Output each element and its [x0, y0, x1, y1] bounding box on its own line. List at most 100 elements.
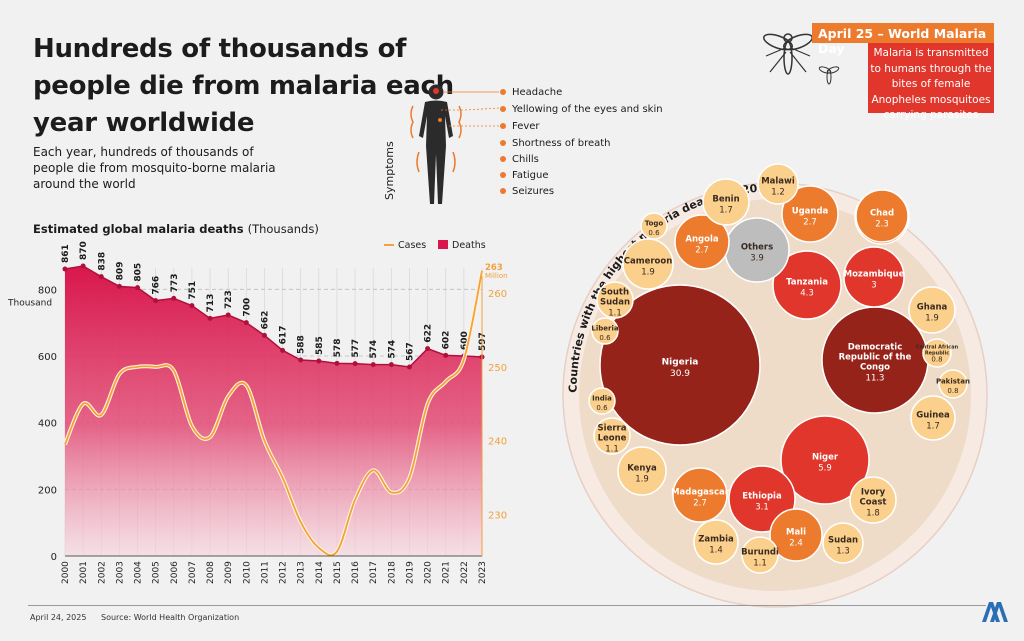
bubble-value-sierra-leone: 1.1: [605, 445, 619, 455]
y-tick-label: 600: [38, 352, 57, 363]
deaths-data-label: 751: [188, 281, 198, 300]
bubble-name-south-sudan: Sudan: [600, 298, 630, 308]
bubble-central-african-republic: [922, 338, 952, 368]
symptom-headache: Headache: [500, 87, 562, 98]
bubble-name-sudan: Sudan: [828, 536, 858, 546]
x-tick-label: 2012: [279, 561, 289, 584]
footer: April 24, 2025 Source: World Health Orga…: [30, 613, 251, 622]
y2-tick-label: 230: [488, 511, 507, 522]
bubble-name-nigeria: Nigeria: [662, 358, 699, 368]
x-tick-label: 2008: [206, 561, 216, 584]
bubble-value-niger: 5.9: [818, 464, 832, 474]
bubble-value-malawi: 1.2: [771, 188, 785, 198]
deaths-data-label: 588: [297, 335, 307, 354]
y2-tick-label: 250: [488, 363, 507, 374]
deaths-point: [406, 364, 412, 370]
bubble-malawi: [757, 163, 799, 205]
bubble-value-others: 3.9: [750, 254, 764, 264]
bubble-value-chad: 2.3: [875, 220, 889, 230]
deaths-data-label: 838: [97, 252, 107, 271]
page-subtitle: Each year, hundreds of thousands of peop…: [33, 145, 276, 191]
bubble-value-ivory-coast: 1.8: [866, 509, 880, 519]
bubble-sierra-leone: [593, 417, 631, 455]
deaths-data-label: 622: [424, 324, 434, 343]
bubble-name-democratic-republic-of-the-congo: Democratic: [848, 343, 903, 353]
bubble-value-uganda: 2.7: [803, 218, 817, 228]
bubble-mozambique: [843, 246, 905, 308]
deaths-point: [225, 312, 231, 318]
bubble-value-kenya: 1.9: [635, 475, 649, 485]
deaths-point: [370, 362, 376, 368]
deaths-data-label: 766: [152, 276, 162, 295]
bubble-value-togo: 0.6: [648, 229, 660, 237]
x-tick-label: 2002: [97, 561, 107, 584]
deaths-point: [189, 303, 195, 309]
bubble-guinea: [910, 395, 956, 441]
deaths-data-label: 578: [333, 339, 343, 358]
deaths-cases-chart: 861 870 838 809 805 766 773 751 713 723 700 662 617 5…: [7, 240, 508, 584]
bubble-value-cameroon: 1.9: [641, 268, 655, 278]
bubble-angola: [674, 214, 730, 270]
bubble-name-uganda: Uganda: [792, 207, 829, 217]
bubble-sudan: [822, 522, 864, 564]
bubble-name-liberia: Liberia: [591, 325, 618, 333]
bubble-name-central-african-republic: Republic: [925, 350, 949, 356]
x-tick-label: 2022: [460, 561, 470, 584]
bubble-value-ethiopia: 3.1: [755, 503, 769, 513]
deaths-data-label: 805: [134, 263, 144, 282]
deaths-point: [280, 347, 286, 353]
cases-end-label: 263: [485, 263, 503, 273]
malaria-info-text: Malaria is transmitted to humans through…: [870, 47, 992, 121]
bubble-value-liberia: 0.6: [599, 334, 611, 342]
x-tick-label: 2013: [297, 561, 307, 584]
bubble-name-togo: Togo: [645, 220, 664, 228]
deaths-point: [62, 266, 68, 272]
bubble-name-guinea: Guinea: [916, 411, 950, 421]
x-tick-label: 2006: [170, 561, 180, 584]
bubble-india: [588, 387, 616, 415]
deaths-data-label: 602: [442, 331, 452, 350]
bubble-ivory-coast: [849, 476, 897, 524]
bubble-value-sudan: 1.3: [836, 547, 850, 557]
bubble-south-sudan: [596, 281, 634, 319]
bubble-name-sierra-leone: Leone: [598, 434, 627, 444]
deaths-point: [135, 285, 141, 291]
x-tick-label: 2015: [333, 561, 343, 584]
x-tick-label: 2021: [442, 561, 452, 584]
y-unit-label: Thousand: [7, 298, 52, 308]
deaths-point: [388, 362, 394, 368]
bubble-name-chad: Chad: [870, 209, 894, 219]
deaths-point: [171, 295, 177, 301]
x-tick-label: 2018: [387, 561, 397, 584]
bubble-name-ivory-coast: Ivory: [861, 488, 886, 498]
bubble-name-india: India: [592, 395, 612, 403]
x-tick-label: 2001: [79, 561, 89, 584]
deaths-point: [261, 332, 267, 338]
bubble-name-burundi: Burundi: [741, 548, 779, 558]
bubble-chad: [855, 189, 909, 243]
bubble-value-pakistan: 0.8: [947, 387, 958, 395]
x-tick-label: 2020: [424, 561, 434, 584]
x-tick-label: 2007: [188, 561, 198, 584]
symptom-fatigue: Fatigue: [500, 170, 549, 181]
x-tick-label: 2003: [115, 561, 125, 584]
bubble-chart: Countries with the highest malaria death…: [562, 163, 988, 608]
line-chart-title-unit: (Thousands): [247, 222, 319, 236]
footer-source: Source: World Health Organization: [101, 613, 240, 622]
deaths-point: [80, 263, 86, 269]
y2-tick-label: 240: [488, 437, 507, 448]
bubble-kenya: [617, 446, 667, 496]
legend-deaths-label: Deaths: [452, 240, 486, 251]
footer-divider: [28, 605, 986, 606]
deaths-data-label: 700: [242, 298, 252, 317]
bubble-value-ghana: 1.9: [925, 314, 939, 324]
y-tick-label: 0: [51, 552, 57, 563]
y-tick-label: 400: [38, 419, 57, 430]
small-mosquito-icon: [818, 64, 840, 90]
symptom-yellowing: Yellowing of the eyes and skin: [500, 104, 663, 115]
legend-deaths-swatch: [438, 240, 448, 249]
bubble-tanzania: [772, 250, 842, 320]
bubble-ghana: [908, 286, 956, 334]
bubble-value-zambia: 1.4: [709, 546, 723, 556]
bubble-value-democratic-republic-of-the-congo: 11.3: [866, 374, 885, 384]
